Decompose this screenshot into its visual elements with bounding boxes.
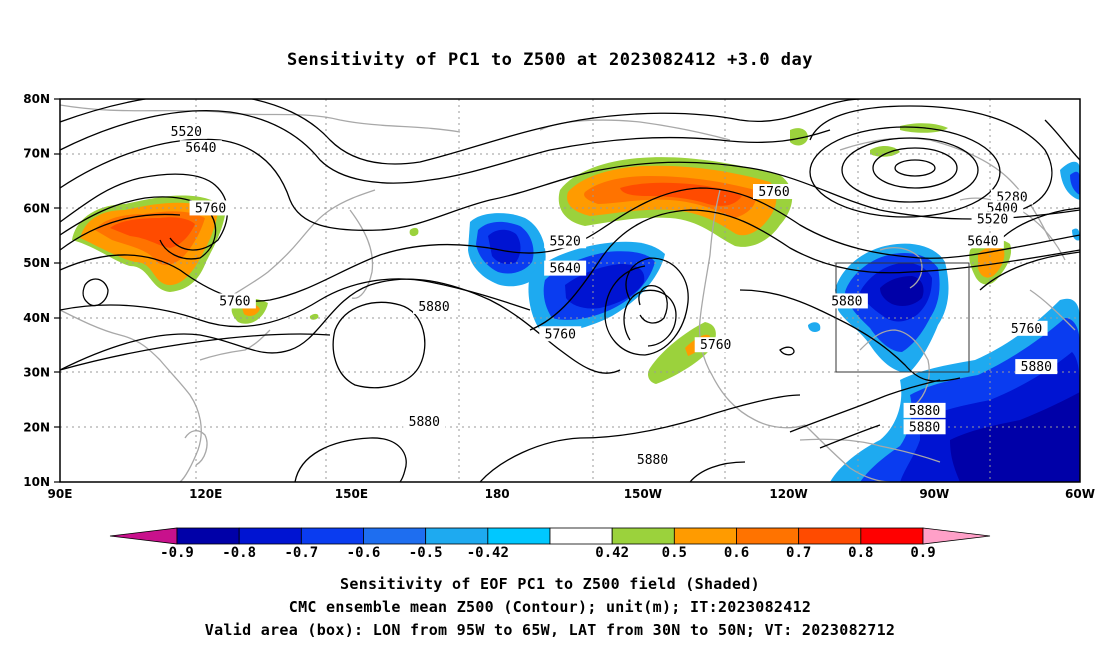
map-title: Sensitivity of PC1 to Z500 at 2023082412… (286, 50, 813, 70)
contour-label: 5520 (544, 233, 587, 249)
contour-label: 5880 (903, 402, 946, 419)
contour-label: 5520 (971, 211, 1014, 227)
svg-text:5880: 5880 (637, 453, 668, 468)
contour-label: 5880 (1015, 359, 1058, 375)
colorbar-label: 0.42 (595, 545, 629, 561)
svg-text:5760: 5760 (758, 185, 789, 200)
lat-label: 40N (23, 311, 50, 325)
svg-text:5880: 5880 (831, 294, 862, 309)
lon-label: 120W (769, 487, 807, 501)
lon-label: 150W (624, 487, 662, 501)
caption-valid-area: Valid area (box): LON from 95W to 65W, L… (204, 621, 896, 639)
svg-text:5880: 5880 (409, 415, 440, 430)
contour-label: 5760 (694, 337, 737, 353)
lon-label: 150E (335, 487, 368, 501)
colorbar-label: -0.6 (347, 545, 381, 561)
coastlines (60, 104, 1076, 482)
contour-label: 5760 (753, 184, 795, 200)
map-frame (59, 98, 1081, 483)
colorbar-box (176, 527, 240, 545)
svg-text:5880: 5880 (418, 300, 449, 315)
svg-text:5880: 5880 (909, 420, 940, 435)
lon-label: 120E (189, 487, 222, 501)
lon-label: 90W (919, 487, 949, 501)
lat-label: 60N (23, 201, 50, 215)
colorbar-box (487, 527, 551, 545)
colorbar-box (425, 527, 489, 545)
colorbar-box (798, 527, 862, 545)
svg-text:5760: 5760 (700, 338, 731, 353)
colorbar-label: 0.9 (910, 545, 935, 561)
contour-label: 5640 (179, 140, 222, 156)
contour-label: 5880 (903, 419, 946, 435)
colorbar-label: -0.7 (284, 545, 318, 561)
contour-label: 5760 (1005, 320, 1048, 337)
lat-label: 80N (23, 92, 50, 106)
contour-label: 5880 (403, 413, 446, 430)
lon-label: 90E (48, 487, 73, 501)
colorbar-label: 0.5 (662, 545, 687, 561)
longitude-labels: 90E 120E 150E 180 150W 120W 90W 60W (48, 487, 1095, 501)
colorbar-label: 0.6 (724, 545, 749, 561)
colorbar-label: 0.7 (786, 545, 811, 561)
caption-shaded: Sensitivity of EOF PC1 to Z500 field (Sh… (340, 575, 760, 593)
latitude-labels: 80N 70N 60N 50N 40N 30N 20N 10N (23, 92, 50, 489)
colorbar-label: -0.5 (409, 545, 443, 561)
svg-text:5520: 5520 (171, 125, 202, 140)
gridlines (60, 99, 1080, 482)
lat-label: 70N (23, 147, 50, 161)
colorbar-box (860, 527, 924, 545)
lon-label: 180 (485, 487, 510, 501)
contour-label: 5760 (213, 293, 256, 309)
contour-label: 5640 (961, 233, 1004, 249)
caption-contour: CMC ensemble mean Z500 (Contour); unit(m… (288, 598, 812, 616)
colorbar-under-triangle (109, 527, 178, 545)
svg-text:5760: 5760 (219, 294, 250, 309)
colorbar-label: 0.8 (848, 545, 873, 561)
svg-text:5760: 5760 (195, 201, 226, 216)
contour-label: 5760 (189, 200, 232, 216)
svg-text:5760: 5760 (545, 327, 576, 342)
lon-label: 60W (1065, 487, 1095, 501)
contour-label: 5880 (825, 293, 868, 309)
lat-label: 30N (23, 366, 50, 380)
svg-text:5880: 5880 (1021, 360, 1052, 375)
colorbar-label: -0.42 (467, 545, 509, 561)
colorbar-over-triangle (922, 527, 991, 545)
tick-marks (54, 98, 60, 483)
colorbar-box (238, 527, 302, 545)
contour-label: 5640 (544, 260, 587, 277)
svg-text:5880: 5880 (909, 404, 940, 419)
colorbar-label: -0.8 (222, 545, 256, 561)
colorbar-label: -0.9 (160, 545, 194, 561)
shaded-sensitivity (72, 123, 1080, 482)
colorbar: -0.9 -0.8 -0.7 -0.6 -0.5 -0.42 0.42 0.5 0.6 0.7 0.… (109, 527, 991, 561)
contour-label: 5760 (539, 326, 582, 342)
svg-text:5640: 5640 (967, 234, 998, 249)
contour-label: 5880 (413, 298, 455, 315)
colorbar-box (736, 527, 800, 545)
valid-area-box (835, 262, 970, 373)
contour-label: 5880 (631, 452, 674, 468)
contour-label: 5520 (165, 123, 208, 140)
lat-label: 20N (23, 420, 50, 434)
svg-text:5640: 5640 (185, 141, 216, 156)
svg-text:5520: 5520 (977, 212, 1008, 227)
colorbar-box (549, 527, 613, 545)
svg-text:5760: 5760 (1011, 322, 1042, 337)
svg-text:5520: 5520 (549, 234, 580, 249)
lat-label: 10N (23, 475, 50, 489)
colorbar-box (611, 527, 675, 545)
lat-label: 50N (23, 256, 50, 270)
colorbar-box (300, 527, 364, 545)
colorbar-box (673, 527, 737, 545)
svg-text:5640: 5640 (549, 262, 580, 277)
colorbar-box (363, 527, 427, 545)
